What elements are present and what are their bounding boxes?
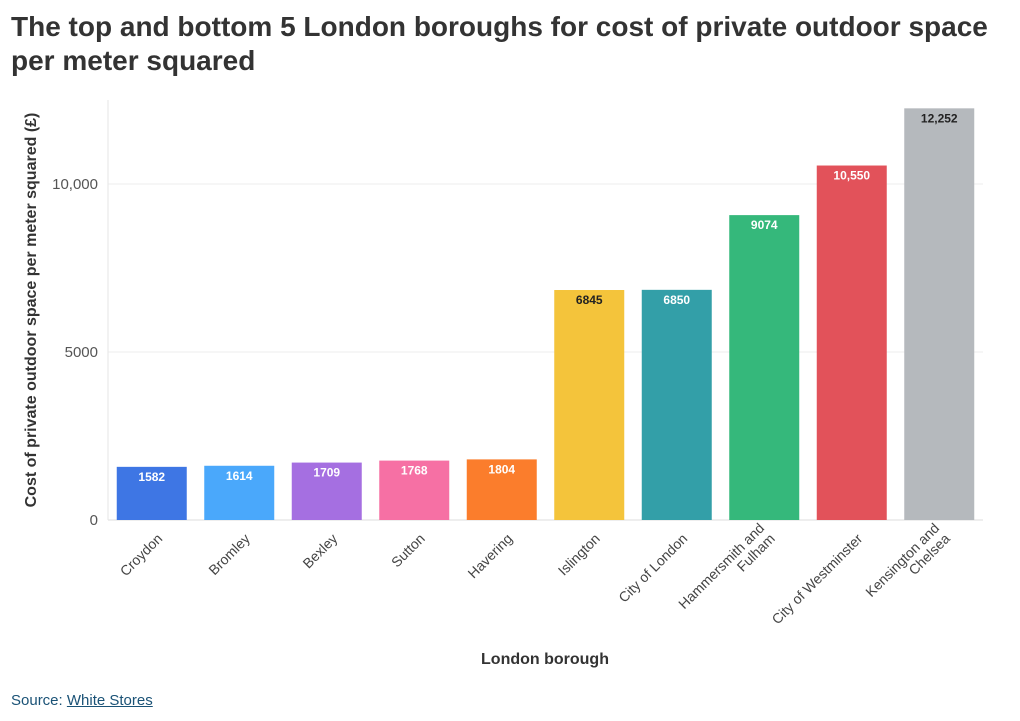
bar-value-label: 6845 bbox=[576, 293, 603, 307]
source-prefix: Source: bbox=[11, 692, 67, 709]
x-tick-label: Bromley bbox=[205, 530, 253, 578]
x-tick-label: Islington bbox=[555, 530, 603, 578]
x-tick: City of Westminster bbox=[768, 530, 865, 627]
x-tick: Islington bbox=[555, 530, 603, 578]
bars bbox=[116, 108, 975, 521]
bar bbox=[291, 462, 362, 520]
bar-value-label: 1804 bbox=[488, 462, 515, 476]
bar-value-label: 1614 bbox=[226, 469, 253, 483]
bar-value-label: 1768 bbox=[401, 464, 428, 478]
y-axis: 0 5000 10,000 bbox=[52, 100, 109, 529]
bar-chart: 0 5000 10,000 1582 1614 1709 1768 1804 6845 6850… bbox=[23, 100, 983, 668]
x-tick-label: City of London bbox=[615, 530, 690, 605]
source-note: Source: White Stores bbox=[11, 692, 153, 709]
y-tick-label: 10,000 bbox=[52, 176, 98, 193]
x-axis-ticks: Croydon Bromley Bexley Sutton Havering Isling… bbox=[117, 520, 953, 628]
x-tick: Sutton bbox=[388, 530, 428, 570]
x-tick: Bromley bbox=[205, 530, 253, 578]
bar-value-label: 1582 bbox=[138, 470, 165, 484]
x-axis-label: London borough bbox=[481, 651, 609, 668]
data-labels: 1582 1614 1709 1768 1804 6845 6850 9074 10,550 12… bbox=[138, 111, 958, 484]
bar-value-label: 12,252 bbox=[921, 111, 958, 125]
source-link[interactable]: White Stores bbox=[66, 692, 153, 709]
x-tick-label: Sutton bbox=[388, 530, 428, 570]
bar-value-label: 9074 bbox=[751, 218, 778, 232]
x-tick-label: Havering bbox=[464, 530, 515, 581]
x-tick: Havering bbox=[464, 530, 515, 581]
bar bbox=[904, 108, 975, 521]
bar bbox=[816, 165, 887, 520]
x-tick-label: City of Westminster bbox=[768, 530, 865, 627]
bar-value-label: 1709 bbox=[313, 466, 340, 480]
y-axis-label: Cost of private outdoor space per meter … bbox=[23, 113, 40, 508]
bar bbox=[379, 460, 450, 520]
x-tick: City of London bbox=[615, 530, 690, 605]
y-tick-label: 5000 bbox=[65, 344, 98, 361]
y-tick-label: 0 bbox=[90, 512, 98, 529]
bar-value-label: 6850 bbox=[663, 293, 690, 307]
x-tick-label: Bexley bbox=[299, 530, 340, 571]
bar bbox=[116, 466, 187, 520]
x-tick-label: Croydon bbox=[117, 530, 166, 579]
chart-title: The top and bottom 5 London boroughs for… bbox=[11, 11, 988, 76]
bar bbox=[466, 459, 537, 520]
bar bbox=[554, 290, 625, 520]
bar bbox=[641, 289, 712, 520]
bar-value-label: 10,550 bbox=[833, 169, 870, 183]
bar bbox=[204, 465, 275, 520]
x-tick: Croydon bbox=[117, 530, 166, 579]
x-tick: Bexley bbox=[299, 530, 340, 571]
bar bbox=[729, 215, 800, 521]
